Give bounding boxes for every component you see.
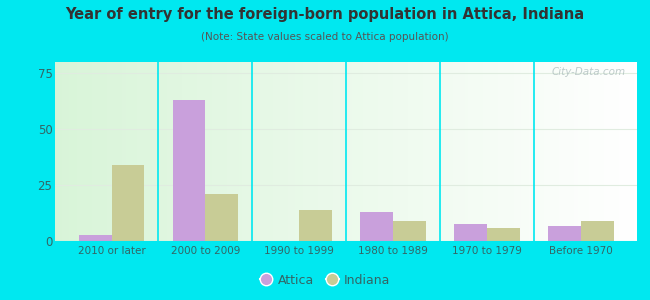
Text: Year of entry for the foreign-born population in Attica, Indiana: Year of entry for the foreign-born popul… — [66, 8, 584, 22]
Bar — [580, 221, 614, 242]
Text: City-Data.com: City-Data.com — [551, 67, 625, 77]
Bar — [79, 235, 112, 242]
Bar — [205, 194, 238, 242]
Bar — [360, 212, 393, 242]
Bar — [172, 100, 205, 242]
Legend: Attica, Indiana: Attica, Indiana — [255, 269, 395, 292]
Bar — [393, 221, 426, 242]
Bar — [487, 228, 520, 242]
Bar — [299, 210, 332, 242]
Bar — [454, 224, 487, 242]
Bar — [548, 226, 580, 242]
Bar — [112, 165, 144, 242]
Text: (Note: State values scaled to Attica population): (Note: State values scaled to Attica pop… — [202, 32, 448, 41]
